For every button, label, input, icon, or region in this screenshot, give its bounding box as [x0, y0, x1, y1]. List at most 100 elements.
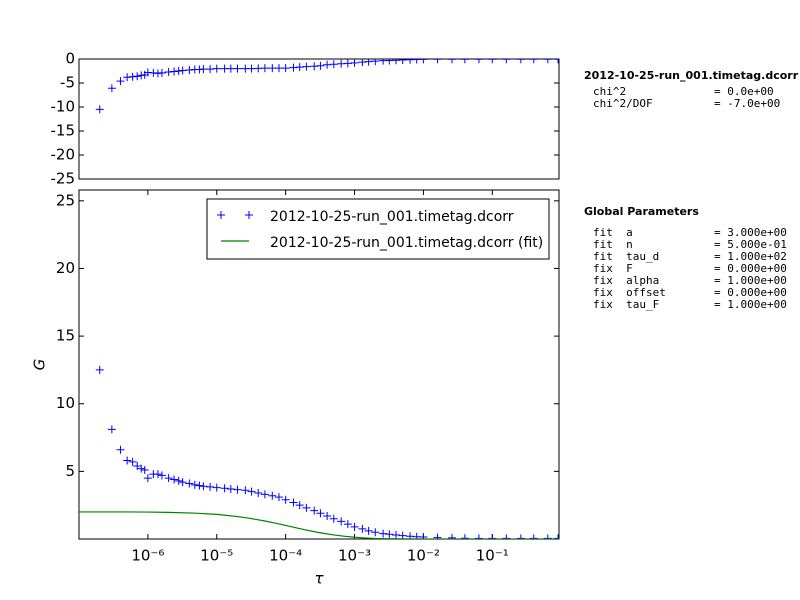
point — [254, 64, 263, 73]
point — [516, 534, 525, 539]
point — [281, 495, 290, 504]
point — [398, 59, 407, 64]
point — [502, 59, 511, 64]
param-name: chi^2 — [593, 85, 626, 98]
point — [474, 59, 483, 64]
panel-title: 2012-10-25-run_001.timetag.dcorr — [584, 69, 799, 82]
point — [310, 506, 319, 515]
param-value: = 0.000e+00 — [714, 262, 787, 275]
y-tick-label: 0 — [65, 50, 75, 68]
param-value: = -7.0e+00 — [714, 97, 780, 110]
point — [385, 530, 394, 539]
point — [412, 59, 421, 64]
param-value: = 1.000e+00 — [714, 298, 787, 311]
point — [529, 59, 538, 64]
point — [157, 68, 166, 77]
point — [350, 522, 359, 531]
point — [371, 59, 380, 66]
y-tick-label: 10 — [56, 394, 75, 412]
point — [488, 534, 497, 539]
plot-area — [78, 58, 560, 180]
point — [274, 493, 283, 502]
point — [529, 534, 538, 539]
point — [543, 59, 552, 64]
point — [295, 501, 304, 510]
point — [385, 59, 394, 65]
param-value: = 3.000e+00 — [714, 226, 787, 239]
point — [199, 65, 208, 74]
point — [343, 59, 352, 68]
point — [247, 487, 256, 496]
point — [329, 514, 338, 523]
point — [274, 64, 283, 73]
point — [289, 498, 298, 507]
legend-marker — [217, 211, 225, 219]
param-name: fix offset — [593, 286, 666, 299]
point — [502, 534, 511, 539]
params-title: Global Parameters — [584, 205, 699, 218]
param-value: = 1.000e+00 — [714, 274, 787, 287]
y-tick-label: 15 — [56, 327, 75, 345]
param-name: fit n — [593, 238, 633, 251]
point — [323, 60, 332, 69]
x-tick-label: 10⁻⁴ — [269, 547, 302, 565]
point — [254, 489, 263, 498]
point — [488, 59, 497, 64]
point — [343, 520, 352, 529]
point — [190, 480, 199, 489]
point — [164, 474, 173, 483]
point — [474, 534, 483, 539]
point — [178, 478, 187, 487]
point — [212, 483, 221, 492]
point — [554, 59, 559, 64]
point — [447, 59, 456, 64]
point — [323, 512, 332, 521]
point — [107, 425, 116, 434]
legend-label: 2012-10-25-run_001.timetag.dcorr — [270, 209, 514, 225]
point — [174, 476, 183, 485]
point — [316, 509, 325, 518]
point — [543, 534, 552, 539]
param-value: = 1.000e+02 — [714, 250, 787, 263]
x-tick-label: 10⁻³ — [338, 547, 371, 565]
y-tick-label: -20 — [51, 146, 76, 164]
point — [337, 59, 346, 68]
point — [260, 490, 269, 499]
point — [516, 59, 525, 64]
y-tick-label: -10 — [51, 98, 76, 116]
point — [212, 64, 221, 73]
param-value: = 5.000e-01 — [714, 238, 787, 251]
y-axis-label: G — [31, 359, 49, 371]
point — [143, 474, 152, 483]
point — [316, 61, 325, 70]
point — [95, 365, 104, 374]
fit-line — [79, 511, 559, 539]
point — [329, 60, 338, 69]
point — [195, 481, 204, 490]
point — [226, 484, 235, 493]
y-tick-label: -5 — [60, 74, 75, 92]
point — [412, 532, 421, 539]
plot-marks — [95, 59, 559, 114]
point — [447, 533, 456, 539]
point — [281, 64, 290, 73]
x-tick-label: 10⁻² — [407, 547, 440, 565]
point — [116, 77, 125, 86]
y-tick-label: -25 — [51, 170, 76, 188]
point — [247, 64, 256, 73]
point — [406, 59, 415, 64]
point — [364, 59, 373, 66]
point — [140, 466, 149, 475]
point — [554, 534, 559, 539]
y-tick-label: -15 — [51, 122, 76, 140]
point — [123, 456, 132, 465]
point — [302, 503, 311, 512]
point — [433, 59, 442, 64]
point — [460, 534, 469, 539]
x-tick-label: 10⁻⁵ — [200, 547, 233, 565]
param-name: fit a — [593, 226, 633, 239]
point — [433, 533, 442, 539]
point — [128, 457, 137, 466]
param-name: fit tau_d — [593, 250, 659, 263]
